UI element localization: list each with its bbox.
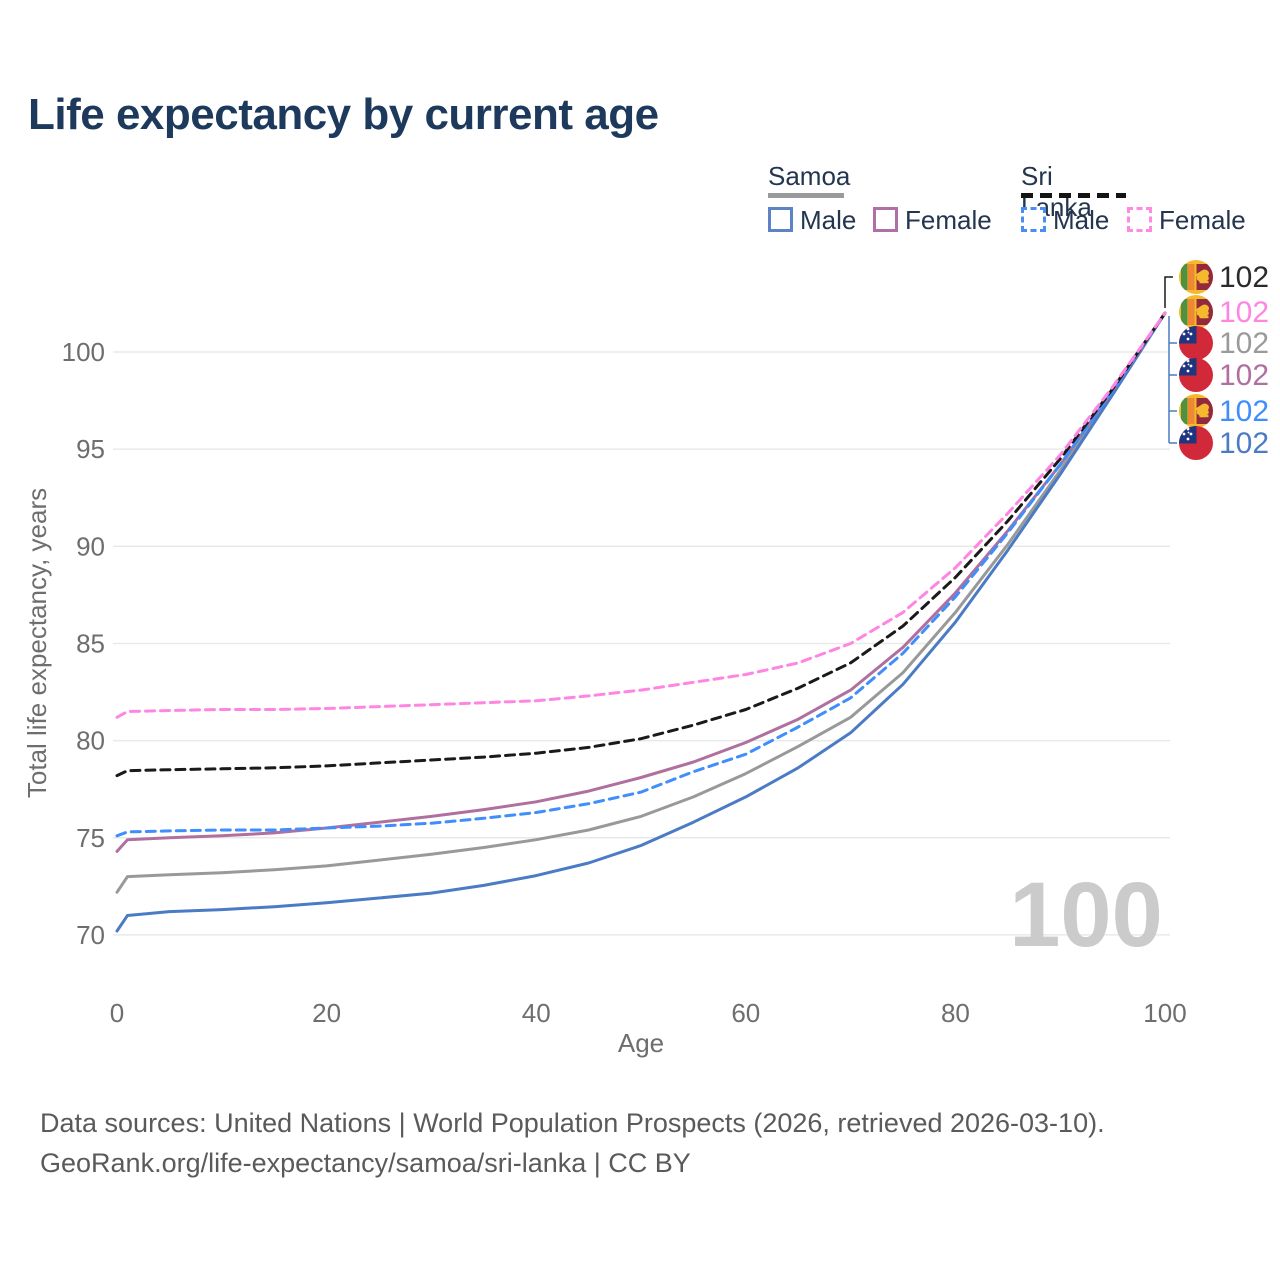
series-line-sri-lanka-female — [115, 311, 1167, 719]
series-line-sri-lanka-male — [115, 311, 1167, 838]
sri-lanka-flag-icon — [1179, 394, 1213, 428]
x-tick-label: 80 — [941, 998, 970, 1028]
legend-swatch-sri-lanka-female[interactable] — [1127, 207, 1152, 232]
y-tick-label: 75 — [76, 823, 105, 853]
y-axis-title: Total life expectancy, years — [22, 488, 52, 798]
legend-swatch-samoa-male[interactable] — [768, 207, 793, 232]
y-tick-label: 100 — [62, 337, 105, 367]
end-value-label: 102 — [1219, 327, 1269, 360]
data-sources-text: Data sources: United Nations | World Pop… — [40, 1108, 1105, 1138]
attribution-link-text: GeoRank.org/life-expectancy/samoa/sri-la… — [40, 1148, 691, 1178]
legend-swatch-samoa-female[interactable] — [873, 207, 898, 232]
end-value-label: 102 — [1219, 427, 1269, 460]
legend-country-samoa: Samoa — [768, 161, 851, 191]
x-tick-label: 40 — [522, 998, 551, 1028]
series-line-sri-lanka-all — [115, 311, 1167, 778]
legend-label-sri-lanka-male: Male — [1053, 205, 1110, 235]
page-title: Life expectancy by current age — [28, 90, 659, 139]
samoa-flag-icon — [1179, 326, 1213, 360]
legend-samoa-line-sample — [768, 193, 844, 198]
end-value-label: 102 — [1219, 261, 1269, 294]
end-value-label: 102 — [1219, 395, 1269, 428]
y-tick-label: 85 — [76, 628, 105, 658]
series-line-samoa-all — [115, 311, 1167, 894]
series-line-samoa-male — [115, 311, 1167, 933]
legend-label-samoa-male: Male — [800, 205, 857, 235]
legend-sri-lanka-line-sample — [1021, 193, 1126, 198]
legend-swatch-sri-lanka-male[interactable] — [1021, 207, 1046, 232]
x-tick-label: 60 — [731, 998, 760, 1028]
y-tick-label: 95 — [76, 434, 105, 464]
sri-lanka-flag-icon — [1179, 295, 1213, 329]
sri-lanka-flag-icon — [1179, 260, 1213, 294]
series-line-samoa-female — [115, 311, 1167, 853]
x-axis-title: Age — [618, 1028, 664, 1058]
x-tick-label: 100 — [1143, 998, 1186, 1028]
x-tick-label: 0 — [110, 998, 124, 1028]
watermark-100: 100 — [1009, 864, 1163, 966]
y-tick-label: 70 — [76, 920, 105, 950]
leader-line-top — [1164, 276, 1173, 308]
samoa-flag-icon — [1179, 358, 1213, 392]
y-tick-label: 80 — [76, 726, 105, 756]
y-tick-label: 90 — [76, 531, 105, 561]
end-value-label: 102 — [1219, 296, 1269, 329]
legend-label-sri-lanka-female: Female — [1159, 205, 1246, 235]
legend-label-samoa-female: Female — [905, 205, 992, 235]
x-tick-label: 20 — [312, 998, 341, 1028]
samoa-flag-icon — [1179, 426, 1213, 460]
leader-line-bottom — [1168, 316, 1177, 444]
end-value-label: 102 — [1219, 359, 1269, 392]
